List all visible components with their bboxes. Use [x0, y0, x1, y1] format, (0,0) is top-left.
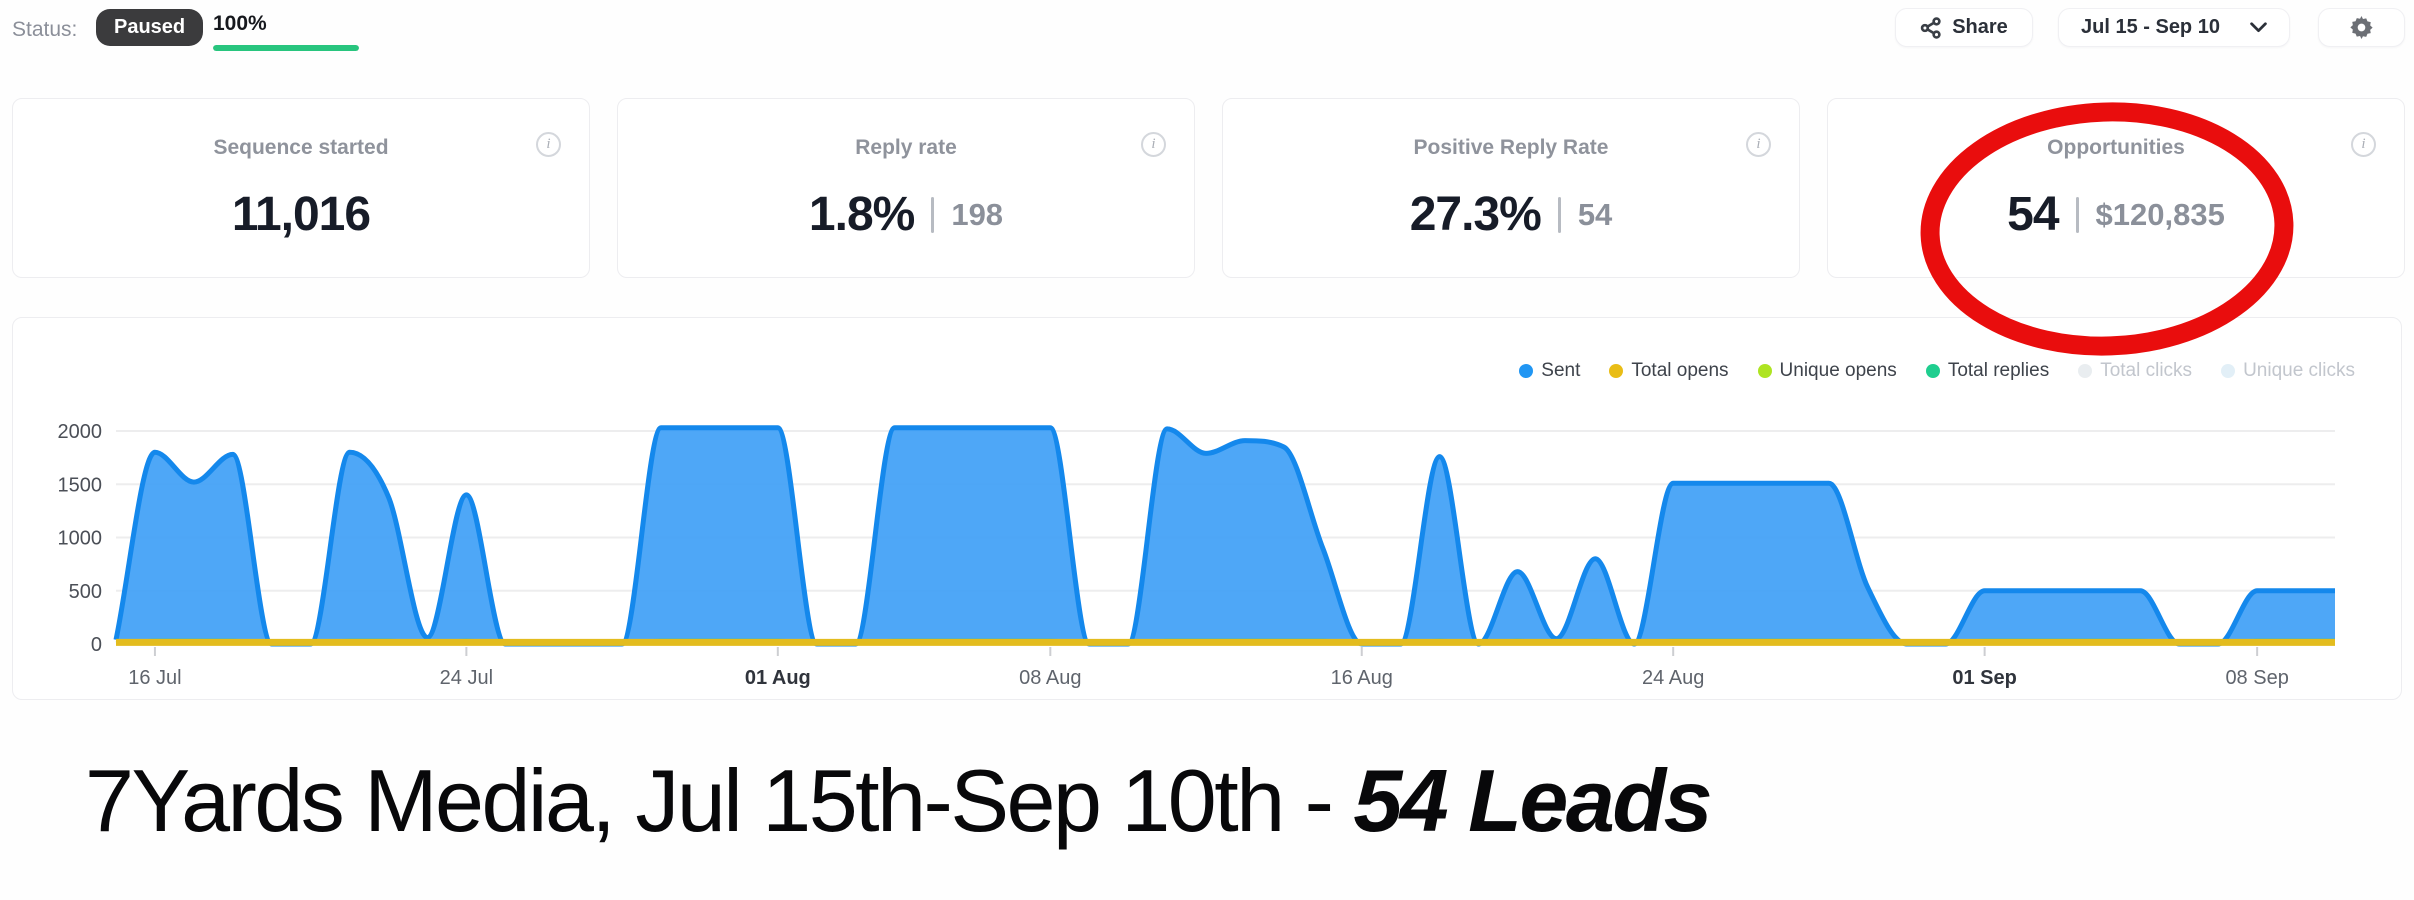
svg-text:01 Sep: 01 Sep [1952, 667, 2016, 689]
value-separator [1557, 196, 1561, 233]
svg-text:24 Jul: 24 Jul [440, 667, 493, 689]
share-button[interactable]: Share [1895, 8, 2033, 47]
legend-dot [1519, 364, 1534, 378]
stat-card-title: Opportunities [2047, 136, 2185, 159]
svg-text:08 Aug: 08 Aug [1019, 667, 1081, 689]
legend-item-total-replies[interactable]: Total replies [1925, 360, 2050, 382]
stat-card-positive-reply-rate: Positive Reply Rate i 27.3% 54 [1222, 98, 1800, 278]
legend-item-total-opens[interactable]: Total opens [1609, 360, 1729, 382]
chevron-down-icon [2250, 22, 2267, 33]
stat-card-value: 1.8% [808, 188, 915, 241]
stat-card-value: 11,016 [231, 188, 371, 241]
info-icon[interactable]: i [536, 132, 561, 157]
status-label: Status: [12, 18, 78, 41]
svg-text:1000: 1000 [58, 528, 103, 550]
headline: 7Yards Media, Jul 15th-Sep 10th - 54 Lea… [85, 750, 1713, 852]
svg-text:24 Aug: 24 Aug [1642, 667, 1704, 689]
legend-dot [2078, 364, 2093, 378]
stat-card-sequence-started: Sequence started i 11,016 [12, 98, 590, 278]
stat-card-secondary: 54 [1577, 196, 1613, 232]
legend-label: Total clicks [2100, 360, 2193, 381]
legend-label: Total replies [1947, 360, 2050, 381]
svg-text:500: 500 [69, 581, 102, 603]
gear-icon [2350, 16, 2373, 39]
svg-text:08 Sep: 08 Sep [2225, 667, 2288, 689]
legend-label: Unique opens [1779, 360, 1897, 381]
info-icon[interactable]: i [1746, 132, 1771, 157]
stat-card-value: 54 [2007, 188, 2059, 241]
info-icon[interactable]: i [1141, 132, 1166, 157]
legend-dot [1925, 364, 1940, 378]
legend-label: Unique clicks [2243, 360, 2355, 381]
stat-card-title: Positive Reply Rate [1413, 136, 1609, 159]
svg-text:0: 0 [91, 634, 102, 656]
stat-card-reply-rate: Reply rate i 1.8% 198 [617, 98, 1195, 278]
chart-legend: Sent Total opens Unique opens Total repl… [1519, 360, 2355, 382]
stat-card-title: Reply rate [855, 136, 957, 159]
stat-card-opportunities: Opportunities i 54 $120,835 [1827, 98, 2405, 278]
info-icon[interactable]: i [2351, 132, 2376, 157]
legend-item-sent[interactable]: Sent [1519, 360, 1580, 382]
svg-text:1500: 1500 [58, 474, 103, 496]
legend-label: Total opens [1631, 360, 1729, 381]
legend-item-unique-opens[interactable]: Unique opens [1757, 360, 1897, 382]
value-separator [2075, 196, 2079, 233]
progress-percent: 100% [213, 12, 267, 35]
svg-text:16 Jul: 16 Jul [128, 667, 181, 689]
legend-item-unique-clicks[interactable]: Unique clicks [2221, 360, 2355, 382]
legend-dot [1609, 364, 1624, 378]
status-badge-paused[interactable]: Paused [96, 9, 204, 46]
stat-card-value: 27.3% [1409, 188, 1542, 241]
legend-dot [2221, 364, 2236, 378]
date-range-dropdown[interactable]: Jul 15 - Sep 10 [2058, 8, 2290, 47]
value-separator [931, 196, 935, 233]
share-button-label: Share [1952, 16, 2008, 38]
stat-card-title: Sequence started [213, 136, 389, 159]
svg-text:2000: 2000 [58, 421, 103, 443]
settings-button[interactable] [2318, 8, 2405, 47]
area-chart: 0 500 1000 1500 2000 16 Jul 24 Jul 01 Aug 08 Aug… [58, 421, 2335, 689]
svg-text:01 Aug: 01 Aug [745, 667, 811, 689]
legend-dot [1757, 364, 1772, 378]
analytics-chart-panel: 0 500 1000 1500 2000 16 Jul 24 Jul 01 Aug 08 Aug… [12, 317, 2402, 700]
progress-bar-fill [213, 45, 359, 51]
headline-text: 7Yards Media, Jul 15th-Sep 10th - [85, 751, 1354, 850]
date-range-label: Jul 15 - Sep 10 [2081, 16, 2220, 38]
campaign-progress: 100% [213, 12, 359, 51]
stat-card-secondary: 198 [951, 196, 1004, 232]
stat-card-secondary: $120,835 [2095, 196, 2225, 232]
legend-item-total-clicks[interactable]: Total clicks [2078, 360, 2192, 382]
progress-bar [213, 45, 359, 51]
share-nodes-icon [1920, 16, 1941, 39]
svg-text:16 Aug: 16 Aug [1331, 667, 1393, 689]
legend-label: Sent [1541, 360, 1581, 381]
headline-leads-count: 54 Leads [1353, 751, 1712, 850]
